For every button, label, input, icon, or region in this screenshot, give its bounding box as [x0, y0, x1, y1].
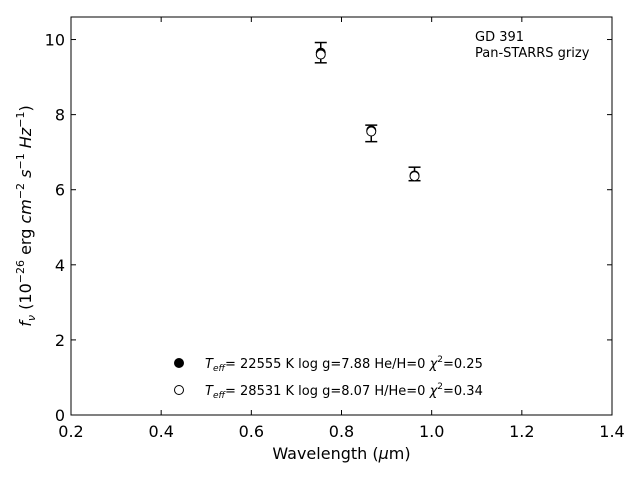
- legend: Teff= 22555 K log g=7.88 He/H=0 χ2=0.25T…: [174, 355, 483, 401]
- model-point-open: [409, 171, 420, 182]
- legend-entry: Teff= 22555 K log g=7.88 He/H=0 χ2=0.25: [205, 355, 483, 374]
- y-axis-label-f: f: [16, 319, 35, 327]
- legend-teff-subscript: eff: [213, 391, 227, 401]
- x-tick-label: 0.8: [329, 422, 354, 441]
- x-axis-label-unit: m): [389, 444, 411, 463]
- y-tick-label: 10: [45, 31, 65, 50]
- y-axis-label-cm: cm: [16, 199, 35, 223]
- legend-teff-value: = 22555 K: [225, 357, 295, 372]
- x-tick-label: 0.2: [58, 422, 83, 441]
- annotation-line: Pan-STARRS grizy: [475, 46, 590, 61]
- legend-chi-value: =0.34: [443, 384, 483, 399]
- legend-marker-filled: [174, 358, 184, 368]
- plot-area: [70, 16, 613, 416]
- legend-chi-symbol: χ: [429, 384, 439, 399]
- legend-teff-symbol: T: [205, 357, 214, 372]
- model-point-open: [315, 49, 326, 60]
- legend-marker-open: [174, 385, 184, 395]
- y-tick-label: 8: [55, 106, 65, 125]
- x-tick-label: 0.6: [239, 422, 264, 441]
- legend-teff-subscript: eff: [213, 364, 227, 374]
- axis-ticks: 0.2 0.4 0.6 0.8 1.0 1.2 1.4 0 2 4 6 8 10: [45, 17, 625, 441]
- legend-chi-value: =0.25: [443, 357, 483, 372]
- model-point-open: [366, 126, 377, 137]
- legend-params: log g=8.07 H/He=0: [294, 384, 430, 399]
- legend-chi-superscript: 2: [437, 355, 443, 365]
- y-axis-label-erg: erg: [16, 224, 35, 260]
- x-axis-label-mu: μ: [378, 444, 389, 463]
- legend-teff-symbol: T: [205, 384, 214, 399]
- data-marks: [314, 41, 421, 182]
- legend-entry: Teff= 28531 K log g=8.07 H/He=0 χ2=0.34: [205, 382, 483, 401]
- axis-labels: Wavelength (μm)fν (10−26 erg cm−2 s−1 Hz…: [14, 105, 411, 463]
- x-tick-label: 1.4: [599, 422, 624, 441]
- y-tick-label: 4: [55, 256, 65, 275]
- y-tick-label: 0: [55, 406, 65, 425]
- legend-teff-value: = 28531 K: [225, 384, 295, 399]
- y-axis-label-hz: Hz: [16, 127, 35, 148]
- x-axis-label: Wavelength (μm): [272, 444, 410, 463]
- y-axis-label: fν (10−26 erg cm−2 s−1 Hz−1): [14, 105, 38, 326]
- x-axis-label-text: Wavelength (: [272, 444, 378, 463]
- y-axis-label-nu: ν: [25, 315, 38, 321]
- y-axis-label-cm-exp: −2: [14, 183, 27, 199]
- y-axis-label-s-exp: −1: [14, 153, 27, 169]
- y-tick-label: 2: [55, 331, 65, 350]
- y-axis-label-hz-exp: −1: [14, 112, 27, 128]
- y-axis-label-exp: −26: [14, 260, 27, 283]
- y-axis-label-close: ): [16, 105, 35, 111]
- y-axis-label-s: s: [16, 170, 35, 178]
- x-tick-label: 1.0: [419, 422, 444, 441]
- legend-params: log g=7.88 He/H=0: [294, 357, 430, 372]
- y-axis-label-text: (10: [16, 283, 35, 315]
- annotation-line: GD 391: [475, 30, 524, 45]
- legend-chi-superscript: 2: [437, 382, 443, 392]
- plot-frame: [70, 16, 613, 416]
- x-tick-label: 1.2: [509, 422, 534, 441]
- x-tick-label: 0.4: [148, 422, 173, 441]
- y-tick-label: 6: [55, 181, 65, 200]
- legend-chi-symbol: χ: [429, 357, 439, 372]
